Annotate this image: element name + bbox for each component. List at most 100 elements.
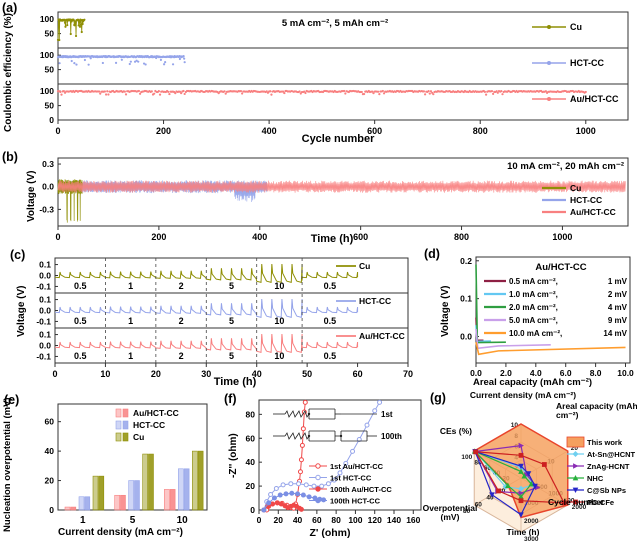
- y-tick-label: 60: [246, 433, 256, 443]
- bar: [134, 480, 140, 511]
- panel-a-xlabel: Cycle number: [301, 133, 375, 145]
- data-point: [269, 90, 272, 93]
- data-point: [180, 92, 183, 95]
- bar: [142, 453, 148, 511]
- panel-a-label: (a): [2, 1, 18, 15]
- plot-border: [258, 399, 422, 511]
- x-tick-label: 0: [52, 369, 57, 379]
- x-tick-label: 6.0: [560, 368, 572, 378]
- data-point: [371, 90, 374, 93]
- y-tick-label: 0: [49, 115, 54, 125]
- data-point-marker: [311, 483, 317, 489]
- data-point: [101, 61, 104, 65]
- legend-marker: [547, 97, 551, 101]
- x-tick-label: 40: [293, 515, 303, 525]
- legend-label: Au/HCT-CC: [570, 94, 619, 104]
- data-point: [378, 93, 381, 96]
- data-point: [81, 22, 84, 26]
- y-tick-label: -0.1: [36, 351, 51, 361]
- legend-label: 100th HCT-CC: [330, 497, 381, 506]
- panel-e-label: (e): [4, 393, 20, 407]
- data-point: [360, 90, 363, 94]
- radar-tick-label: 60: [475, 501, 483, 508]
- series-marker: [525, 471, 532, 477]
- data-point: [224, 92, 227, 95]
- panel-e-ylabel: Nucleation overpotential (mV): [2, 397, 13, 533]
- legend-value: 2 mV: [608, 290, 628, 299]
- series-marker: [518, 452, 524, 458]
- panel-g-label: (g): [430, 391, 446, 405]
- legend-label: 1.0 mA cm⁻²,: [509, 290, 558, 299]
- data-point: [496, 91, 499, 94]
- rate-label: 5: [229, 316, 234, 326]
- x-tick-label: 0: [257, 515, 262, 525]
- bar: [148, 453, 154, 511]
- radar-tick-label: 10: [511, 422, 519, 429]
- data-point: [73, 62, 76, 65]
- data-point-marker: [356, 436, 362, 442]
- x-tick-label: 800: [454, 232, 469, 242]
- y-tick-label: 0.0: [460, 332, 472, 342]
- rate-label: 5: [229, 351, 234, 361]
- data-point-marker: [364, 422, 370, 428]
- data-point-marker: [331, 477, 337, 483]
- legend-label: 0.5 mA cm⁻²,: [509, 277, 558, 286]
- data-point: [64, 25, 67, 28]
- data-point: [133, 60, 137, 63]
- panel-b-xlabel: Time (h): [310, 233, 354, 245]
- legend-swatch: [115, 432, 122, 442]
- data-point-marker: [266, 500, 272, 506]
- radar-tick-label: 2000: [572, 504, 587, 511]
- data-point-marker: [377, 399, 383, 405]
- bar: [64, 506, 71, 511]
- data-point: [270, 93, 273, 96]
- legend-swatch: [115, 408, 122, 418]
- data-point: [60, 93, 63, 96]
- data-point: [153, 92, 156, 95]
- y-tick-label: 0.2: [460, 256, 472, 266]
- data-point: [178, 57, 182, 61]
- data-point: [239, 89, 243, 93]
- data-point-marker: [306, 494, 312, 500]
- y-tick-label: 50: [45, 65, 55, 75]
- legend-label: 100th Au/HCT-CC: [330, 485, 392, 494]
- data-point: [124, 93, 128, 96]
- rate-label: 1: [128, 351, 133, 361]
- bar: [128, 480, 134, 511]
- x-tick-label: 800: [473, 126, 488, 136]
- rate-label: 10: [274, 281, 284, 291]
- data-point-marker: [288, 481, 294, 487]
- data-point-marker: [268, 491, 274, 497]
- data-point-marker: [261, 507, 267, 513]
- legend-label: HCT-CC: [570, 195, 602, 205]
- series-marker: [541, 462, 547, 467]
- y-tick-label: 0.1: [39, 260, 51, 270]
- series-marker: [502, 483, 509, 490]
- panel-c-ylabel: Voltage (V): [16, 285, 27, 337]
- bar: [92, 475, 99, 511]
- panel-f-label: (f): [224, 392, 237, 406]
- data-point: [78, 25, 82, 28]
- legend-label: 1st HCT-CC: [330, 474, 372, 483]
- data-point: [150, 90, 153, 93]
- bar: [197, 450, 204, 511]
- series-marker: [518, 463, 524, 470]
- data-point-marker: [372, 408, 378, 414]
- rate-label: 1: [128, 281, 133, 291]
- data-point-marker: [300, 426, 306, 432]
- data-point-marker: [350, 448, 356, 454]
- radar-axis-overpotential-label: Overpotential (mV): [422, 503, 478, 523]
- data-point: [107, 93, 110, 96]
- panel-d-chart: 0.0 0.1 0.2 0.0 2.0 4.0 6.0 8.0 10.0 Au/HCT-CC 0.5…: [460, 256, 634, 378]
- data-point-marker: [300, 492, 306, 498]
- rate-label: 1: [128, 316, 133, 326]
- legend-label: C@Sb NPs: [587, 486, 626, 495]
- y-tick-label: 50: [45, 101, 55, 111]
- series-marker: [518, 485, 524, 492]
- bar: [178, 468, 184, 511]
- y-tick-label: 0.0: [39, 341, 51, 351]
- x-tick-label: 20: [274, 515, 284, 525]
- legend-label: 10.0 mA cm⁻²,: [509, 329, 562, 338]
- legend-label: At-Sn@HCNT: [587, 450, 636, 459]
- data-point: [69, 32, 72, 36]
